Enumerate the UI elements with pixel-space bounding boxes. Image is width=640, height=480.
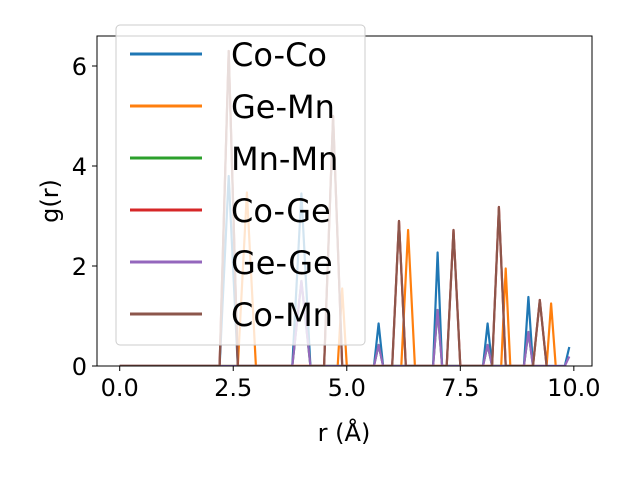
legend-label-mn-mn: Mn-Mn	[231, 140, 338, 178]
legend: Co-Co Ge-Mn Mn-Mn Co-Ge Ge-Ge Co-Mn	[115, 24, 366, 346]
y-tick-label: 6	[72, 53, 87, 81]
y-axis: 0 2 4 6	[72, 53, 97, 381]
legend-label-co-mn: Co-Mn	[231, 296, 333, 334]
series-line-co-co	[119, 174, 571, 366]
x-axis-label: r (Å)	[318, 418, 371, 447]
y-tick-label: 4	[72, 153, 87, 181]
x-tick-label: 2.5	[214, 374, 252, 402]
x-axis: 0.0 2.5 5.0 7.5 10.0	[101, 366, 601, 402]
legend-label-ge-ge: Ge-Ge	[231, 244, 333, 282]
x-tick-label: 5.0	[328, 374, 366, 402]
y-tick-label: 0	[72, 353, 87, 381]
legend-label-ge-mn: Ge-Mn	[231, 88, 335, 126]
y-axis-label: g(r)	[36, 179, 64, 223]
legend-label-co-co: Co-Co	[231, 36, 327, 74]
x-tick-label: 0.0	[101, 374, 139, 402]
legend-label-co-ge: Co-Ge	[231, 192, 331, 230]
x-tick-label: 7.5	[441, 374, 479, 402]
series-line-ge-ge	[119, 279, 571, 366]
x-tick-label: 10.0	[547, 374, 600, 402]
y-tick-label: 2	[72, 253, 87, 281]
